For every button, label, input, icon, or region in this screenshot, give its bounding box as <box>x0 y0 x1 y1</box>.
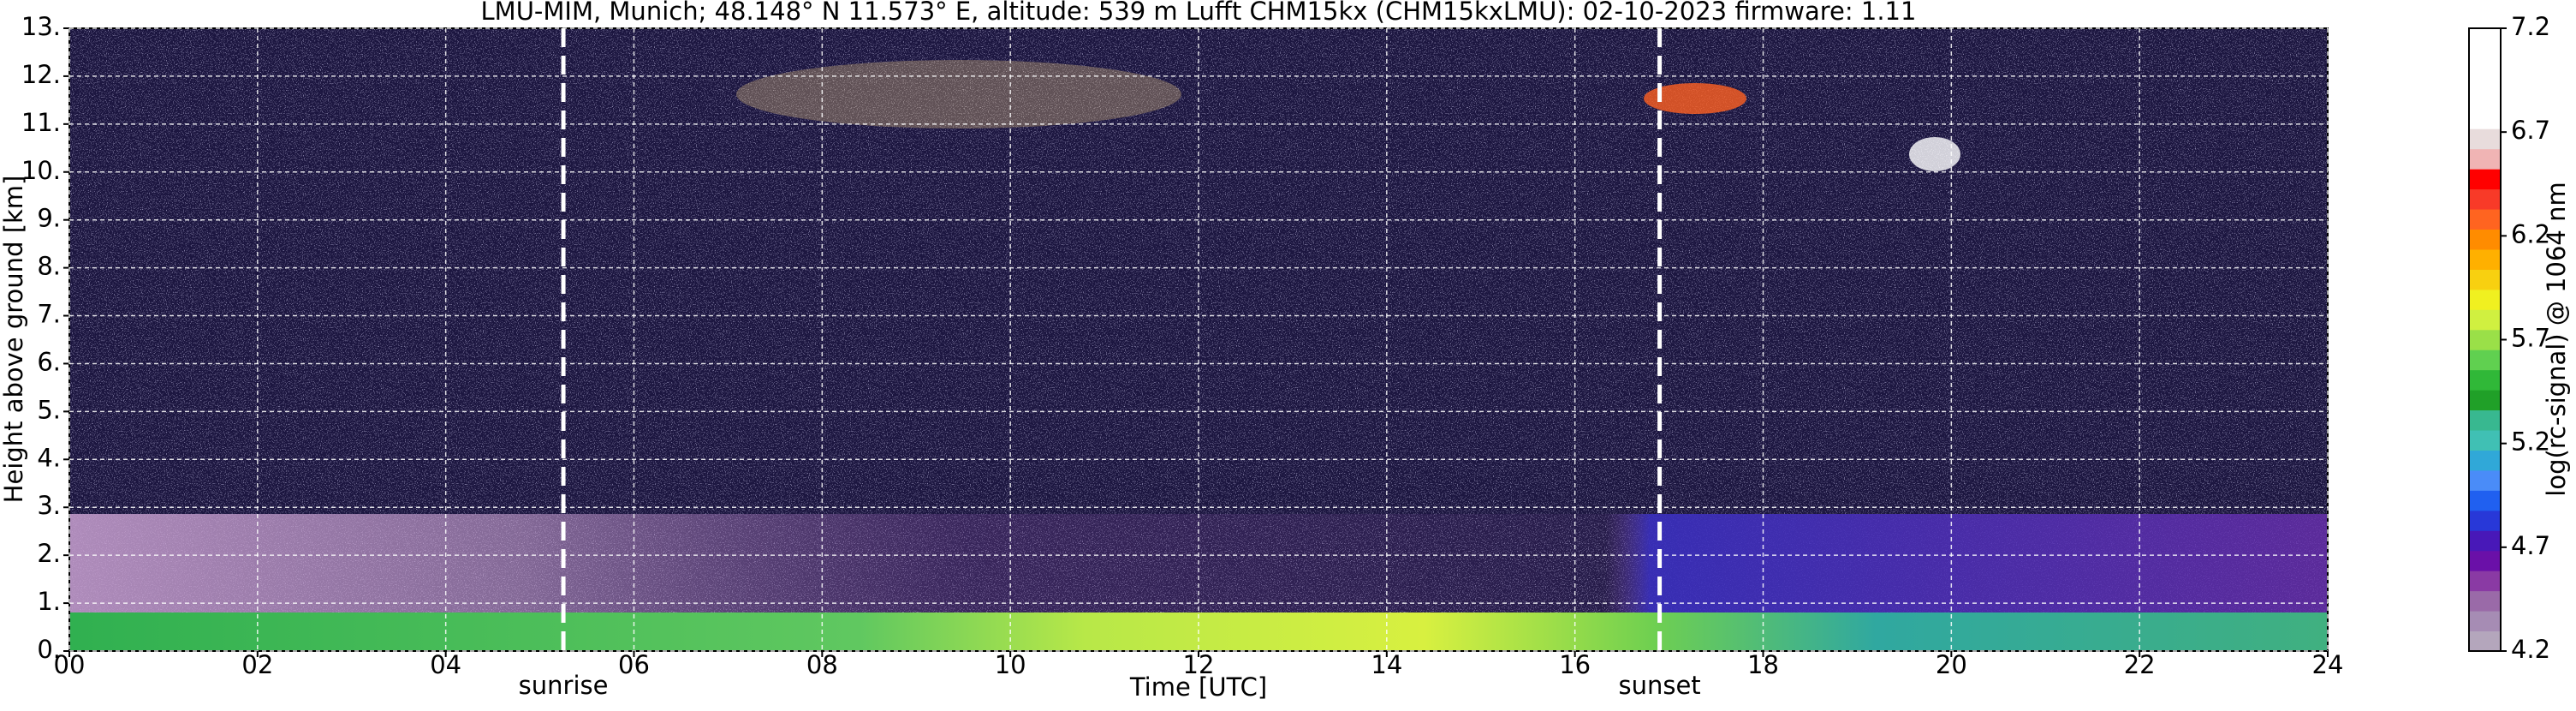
colorbar-segment <box>2469 188 2501 210</box>
colorbar-label: log(rc-signal) @ 1064 nm <box>2542 182 2571 496</box>
colorbar-segment <box>2469 248 2501 270</box>
colorbar-segment <box>2469 169 2501 190</box>
colorbar-segment <box>2469 309 2501 331</box>
y-tick-label: 2. <box>37 539 61 568</box>
x-tick-label: 20 <box>1936 650 1967 679</box>
colorbar-segment <box>2469 450 2501 471</box>
y-tick-label: 8. <box>37 252 61 281</box>
colorbar-tick-label: 7.2 <box>2511 12 2550 41</box>
x-tick-label: 10 <box>995 650 1026 679</box>
colorbar-tick-label: 6.7 <box>2511 116 2550 145</box>
heatmap-cirrus <box>736 60 1181 128</box>
colorbar-segment <box>2469 289 2501 310</box>
colorbar-segment <box>2469 390 2501 411</box>
colorbar-segment <box>2469 490 2501 511</box>
colorbar-segment <box>2469 48 2501 69</box>
y-tick-label: 0. <box>37 635 61 664</box>
annotation-label: sunrise <box>519 671 609 700</box>
colorbar-segment <box>2469 350 2501 371</box>
colorbar-segment <box>2469 550 2501 571</box>
y-tick-label: 6. <box>37 347 61 376</box>
x-tick-label: 02 <box>241 650 273 679</box>
annotation-label: sunset <box>1618 671 1700 700</box>
x-tick-label: 06 <box>618 650 650 679</box>
colorbar-segment <box>2469 329 2501 350</box>
x-tick-label: 04 <box>430 650 461 679</box>
x-tick-label: 14 <box>1371 650 1402 679</box>
colorbar-segment <box>2469 430 2501 451</box>
colorbar-segment <box>2469 530 2501 552</box>
y-axis-label: Height above ground [km] <box>0 176 28 504</box>
colorbar-segment <box>2469 209 2501 230</box>
y-tick-label: 12. <box>21 60 61 89</box>
y-tick-label: 11. <box>21 108 61 137</box>
x-tick-label: 00 <box>54 650 86 679</box>
colorbar-segment <box>2469 269 2501 290</box>
colorbar-segment <box>2469 148 2501 170</box>
colorbar-segment <box>2469 28 2501 49</box>
y-tick-label: 1. <box>37 587 61 616</box>
colorbar-segment <box>2469 229 2501 250</box>
colorbar-segment <box>2469 590 2501 612</box>
colorbar-segment <box>2469 510 2501 531</box>
y-tick-label: 9. <box>37 204 61 233</box>
colorbar-segment <box>2469 369 2501 391</box>
colorbar-segment <box>2469 68 2501 89</box>
x-tick-label: 18 <box>1747 650 1779 679</box>
colorbar-segment <box>2469 571 2501 592</box>
heatmap-cirrus <box>1909 137 1960 171</box>
x-tick-label: 16 <box>1559 650 1591 679</box>
y-tick-label: 3. <box>37 491 61 520</box>
y-tick-label: 4. <box>37 443 61 472</box>
colorbar-segment <box>2469 409 2501 431</box>
colorbar-segment <box>2469 88 2501 110</box>
colorbar-segment <box>2469 469 2501 491</box>
heatmap-cirrus <box>1644 83 1746 114</box>
colorbar-segment <box>2469 108 2501 129</box>
x-tick-label: 12 <box>1183 650 1215 679</box>
y-tick-label: 7. <box>37 300 61 329</box>
colorbar-segment <box>2469 128 2501 150</box>
colorbar-tick-label: 6.2 <box>2511 219 2550 248</box>
colorbar-segment <box>2469 611 2501 632</box>
x-tick-label: 24 <box>2312 650 2344 679</box>
x-axis-label: Time [UTC] <box>1129 672 1267 702</box>
colorbar-tick-label: 4.2 <box>2511 635 2550 664</box>
chart-title: LMU-MIM, Munich; 48.148° N 11.573° E, al… <box>481 0 1917 26</box>
y-tick-label: 10. <box>21 156 61 185</box>
colorbar-segment <box>2469 630 2501 652</box>
colorbar-tick-label: 5.2 <box>2511 427 2550 457</box>
y-tick-label: 5. <box>37 395 61 424</box>
x-tick-label: 08 <box>806 650 838 679</box>
colorbar-tick-label: 4.7 <box>2511 531 2550 560</box>
y-tick-label: 13. <box>21 12 61 41</box>
x-tick-label: 22 <box>2124 650 2156 679</box>
colorbar-tick-label: 5.7 <box>2511 324 2550 353</box>
